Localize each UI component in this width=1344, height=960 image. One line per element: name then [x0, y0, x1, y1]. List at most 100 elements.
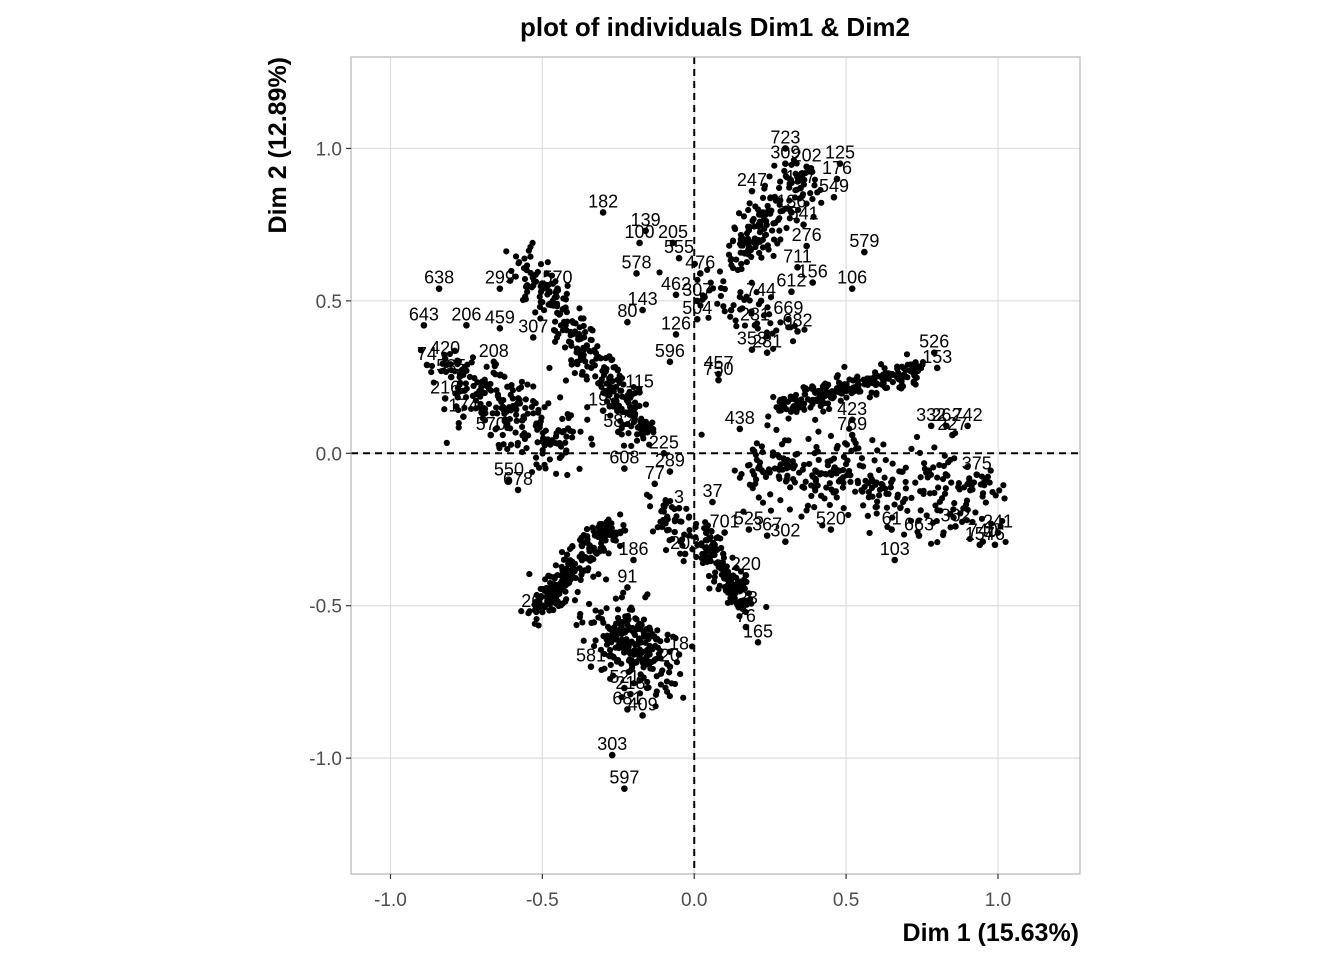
individual-point	[659, 667, 666, 674]
individual-point	[562, 556, 569, 563]
individual-point	[583, 376, 590, 383]
point-label: 303	[597, 734, 627, 754]
individual-point	[536, 303, 544, 311]
individual-point	[908, 445, 915, 452]
individual-point	[441, 406, 448, 413]
point-label: 555	[664, 237, 694, 257]
individual-point	[533, 615, 540, 623]
individual-point	[805, 435, 812, 443]
individual-point	[587, 663, 595, 671]
individual-point	[900, 531, 908, 538]
individual-point	[529, 334, 537, 341]
individual-point	[673, 513, 680, 520]
individual-point	[730, 302, 737, 309]
point-label: 769	[837, 414, 867, 434]
individual-point	[734, 601, 741, 608]
x-axis-title: Dim 1 (15.63%)	[903, 919, 1079, 947]
individual-point	[443, 361, 450, 369]
individual-point	[563, 551, 571, 558]
individual-point	[472, 397, 480, 404]
individual-point	[702, 529, 710, 537]
individual-point	[777, 407, 785, 414]
individual-point	[793, 217, 800, 224]
individual-point	[874, 498, 881, 505]
individual-point	[603, 641, 611, 648]
individual-point	[911, 372, 918, 379]
individual-point	[746, 200, 753, 207]
individual-point	[443, 439, 450, 446]
individual-point	[620, 645, 627, 653]
individual-point	[600, 533, 608, 540]
individual-point	[786, 197, 793, 204]
individual-point	[607, 373, 614, 380]
individual-point	[454, 394, 461, 401]
individual-point	[951, 500, 958, 507]
individual-point	[801, 326, 808, 333]
individual-point	[606, 653, 614, 660]
x-tick-label: -0.5	[526, 890, 559, 911]
point-label: 596	[655, 341, 685, 361]
individual-point	[476, 387, 483, 395]
x-tick-label: 0.0	[681, 890, 707, 911]
individual-point	[537, 315, 544, 322]
individual-point	[940, 531, 947, 539]
individual-point	[710, 546, 717, 553]
individual-point	[809, 473, 816, 480]
individual-point	[487, 387, 495, 394]
individual-point	[770, 393, 777, 401]
individual-point	[633, 270, 640, 277]
panel-border	[350, 56, 1081, 875]
individual-point	[762, 232, 769, 239]
individual-point	[818, 199, 825, 206]
individual-point	[896, 384, 903, 391]
individual-point	[803, 507, 810, 514]
individual-point	[873, 372, 880, 379]
individual-point	[815, 456, 822, 463]
individual-point	[530, 410, 537, 417]
individual-point	[490, 358, 498, 366]
individual-point	[608, 627, 615, 634]
individual-point	[569, 560, 576, 568]
individual-point	[447, 366, 455, 374]
individual-point	[621, 465, 628, 472]
individual-point	[810, 213, 817, 220]
individual-point	[795, 402, 803, 409]
individual-point	[765, 413, 772, 420]
individual-point	[650, 429, 657, 436]
individual-point	[732, 317, 739, 324]
individual-point	[515, 395, 522, 402]
individual-point	[761, 185, 768, 192]
individual-point	[737, 568, 745, 575]
individual-point	[908, 494, 915, 502]
individual-point	[785, 415, 792, 422]
individual-point	[830, 193, 838, 201]
individual-point	[656, 269, 663, 276]
individual-point	[707, 279, 714, 286]
individual-point	[462, 394, 470, 401]
individual-point	[848, 416, 856, 424]
point-label: 579	[849, 231, 879, 251]
individual-point	[724, 599, 731, 606]
point-label: 504	[682, 298, 712, 318]
individual-point	[759, 244, 767, 251]
individual-point	[592, 549, 599, 556]
individual-point	[455, 420, 462, 427]
individual-point	[833, 494, 840, 501]
individual-point	[927, 422, 935, 430]
individual-point	[720, 562, 727, 570]
individual-point	[435, 285, 443, 292]
individual-point	[558, 548, 566, 556]
individual-point	[826, 405, 833, 413]
individual-point	[721, 529, 728, 536]
individual-point	[634, 431, 641, 438]
individual-point	[586, 600, 593, 608]
individual-point	[689, 546, 696, 553]
individual-point	[741, 322, 749, 329]
point-label: 225	[649, 432, 679, 452]
individual-point	[541, 404, 548, 411]
point-label: 157	[965, 524, 995, 544]
individual-point	[934, 539, 941, 546]
individual-point	[994, 529, 1002, 536]
individual-point	[514, 486, 522, 494]
individual-point	[917, 474, 924, 481]
